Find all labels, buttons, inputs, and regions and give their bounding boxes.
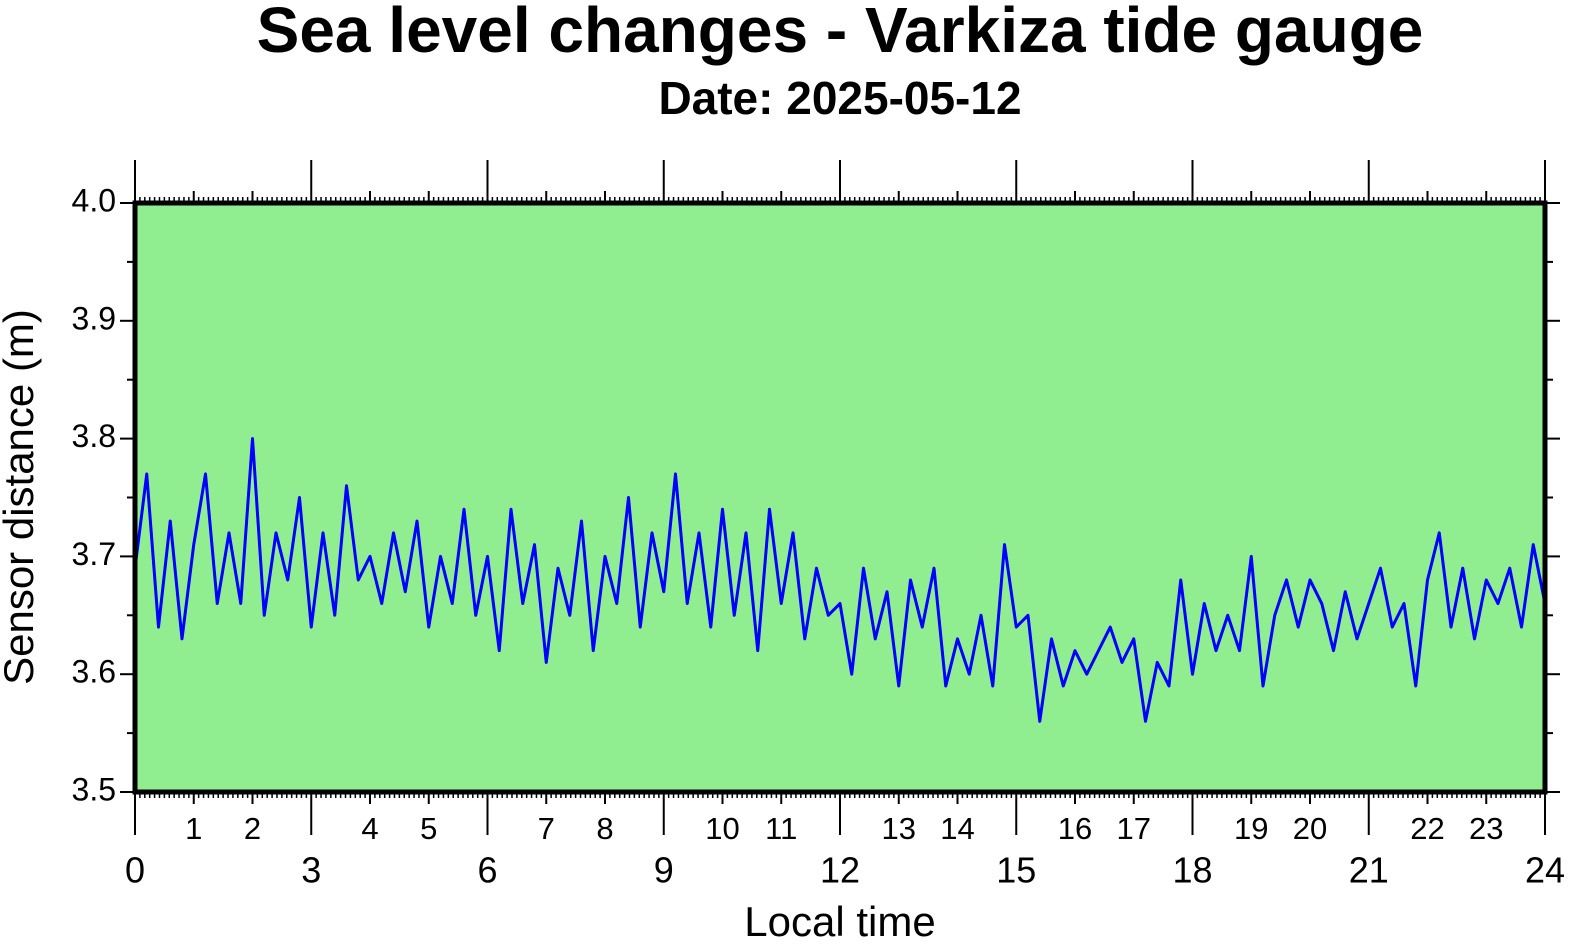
x-minor-tick-label: 17 (1117, 811, 1151, 846)
y-tick-label: 3.5 (72, 771, 116, 807)
chart-title: Sea level changes - Varkiza tide gauge (257, 0, 1424, 66)
y-axis-label: Sensor distance (m) (0, 309, 42, 685)
x-minor-tick-label: 16 (1058, 811, 1092, 846)
x-tick-label: 3 (301, 850, 321, 891)
data-line (133, 437, 1547, 723)
x-minor-tick-label: 1 (185, 811, 202, 846)
x-minor-tick-label: 19 (1234, 811, 1268, 846)
x-tick-label: 21 (1349, 850, 1389, 891)
x-tick-label: 12 (820, 850, 860, 891)
y-tick-label: 4.0 (72, 182, 116, 218)
y-tick-label: 3.9 (72, 300, 116, 336)
x-minor-tick-label: 5 (420, 811, 437, 846)
x-minor-tick-label: 10 (705, 811, 739, 846)
x-minor-tick-label: 20 (1293, 811, 1327, 846)
y-tick-label: 3.7 (72, 536, 116, 572)
x-minor-tick-label: 2 (244, 811, 261, 846)
x-minor-tick-label: 23 (1469, 811, 1503, 846)
x-minor-tick-label: 22 (1410, 811, 1444, 846)
x-tick-label: 15 (996, 850, 1036, 891)
x-minor-tick-label: 7 (538, 811, 555, 846)
x-tick-label: 18 (1172, 850, 1212, 891)
x-minor-tick-label: 14 (940, 811, 974, 846)
x-axis-label: Local time (744, 898, 935, 945)
x-tick-label: 0 (125, 850, 145, 891)
plot-frame (132, 200, 1548, 795)
x-minor-tick-label: 8 (596, 811, 613, 846)
y-tick-label: 3.8 (72, 418, 116, 454)
x-tick-label: 9 (654, 850, 674, 891)
x-tick-label: 24 (1525, 850, 1565, 891)
y-tick-label: 3.6 (72, 654, 116, 690)
plot-background (135, 203, 1545, 792)
chart-subtitle: Date: 2025-05-12 (658, 72, 1021, 124)
x-minor-tick-label: 11 (765, 811, 797, 846)
x-minor-tick-label: 13 (882, 811, 916, 846)
x-minor-tick-label: 4 (361, 811, 378, 846)
x-tick-label: 6 (477, 850, 497, 891)
